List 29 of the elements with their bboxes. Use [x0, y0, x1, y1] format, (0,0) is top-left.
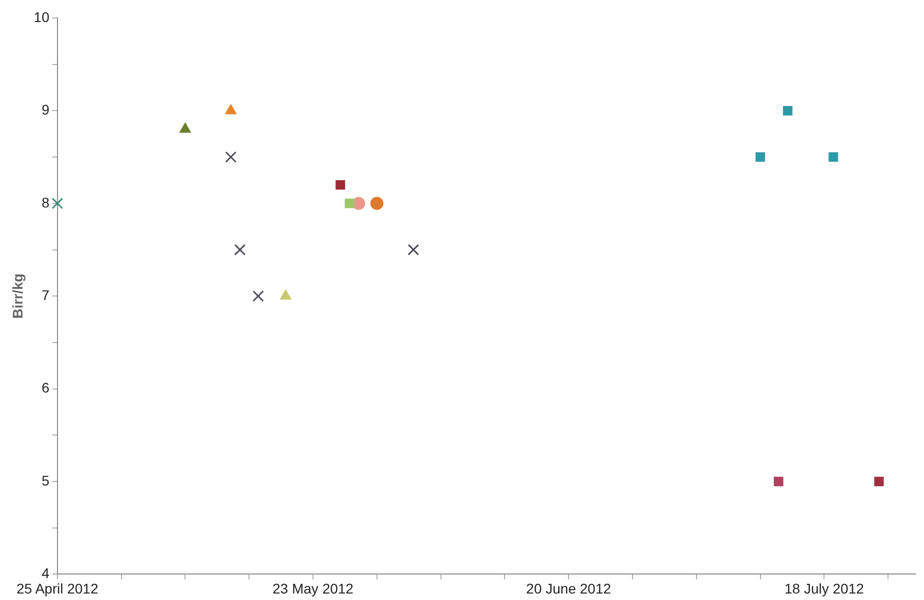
point — [336, 180, 346, 190]
y-tick-label: 6 — [42, 380, 50, 396]
point — [344, 198, 354, 208]
point — [225, 104, 237, 114]
point — [874, 476, 884, 486]
point — [756, 152, 766, 162]
y-tick-label: 4 — [42, 565, 50, 582]
point — [179, 122, 191, 133]
x-tick-label: 23 May 2012 — [272, 580, 354, 596]
point — [225, 151, 237, 163]
point — [252, 290, 264, 302]
y-tick-label: 8 — [42, 194, 50, 210]
x-tick-label: 20 June 2012 — [526, 580, 612, 596]
point — [52, 198, 64, 210]
x-tick-label: 25 April 2012 — [16, 580, 98, 596]
point — [782, 106, 792, 116]
y-axis-title: Birr/kg — [9, 274, 26, 319]
point — [408, 244, 420, 256]
y-tick-label: 7 — [42, 286, 50, 303]
y-tick-label: 5 — [42, 472, 50, 488]
point — [828, 152, 838, 162]
y-tick-label: 10 — [34, 8, 50, 25]
point — [234, 244, 246, 256]
point — [352, 196, 366, 210]
point — [280, 290, 292, 300]
y-tick-label: 9 — [42, 102, 50, 118]
x-tick-label: 18 July 2012 — [784, 580, 864, 596]
point — [370, 196, 384, 210]
point — [774, 476, 784, 486]
